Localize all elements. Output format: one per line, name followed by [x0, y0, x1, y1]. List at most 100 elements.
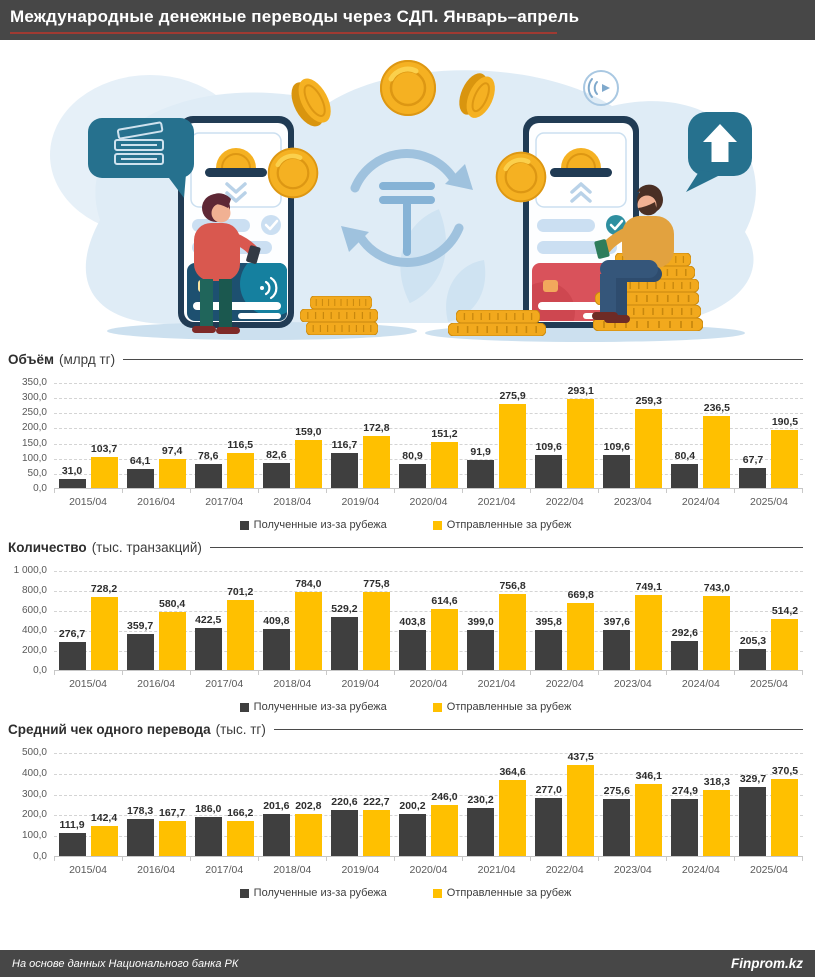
x-axis-label: 2017/04	[205, 678, 244, 690]
brand-logo: Finprom.kz	[730, 956, 803, 971]
bar-value-label: 514,2	[771, 604, 799, 617]
bar-received: 109,6	[535, 441, 563, 488]
bar-value-label: 293,1	[567, 385, 594, 398]
legend-item-received: Полученные из-за рубежа	[239, 701, 387, 713]
bar-value-label: 82,6	[266, 448, 287, 461]
legend-label: Отправленные за рубеж	[446, 519, 572, 531]
data-source-note: На основе данных Национального банка РК	[12, 957, 239, 970]
y-axis-tick: 200,0	[21, 645, 47, 656]
y-axis-tick: 0,0	[33, 851, 47, 862]
x-tick-cell	[123, 671, 191, 675]
bar-value-label: 292,6	[671, 626, 699, 639]
coin-tilted-icon	[291, 78, 331, 127]
title-rule	[209, 547, 803, 548]
x-axis-label: 2019/04	[341, 864, 380, 876]
bar-group: 186,0 166,2	[190, 753, 258, 856]
bar-value-label: 395,8	[535, 616, 562, 629]
x-tick-cell	[463, 671, 531, 675]
gridline	[54, 836, 803, 838]
man-figure	[592, 184, 674, 323]
legend-item-sent: Отправленные за рубеж	[432, 519, 572, 531]
arrow-up-icon	[703, 124, 737, 162]
gridline	[54, 443, 803, 445]
x-axis-label: 2023/04	[613, 678, 652, 690]
contactless-icon	[583, 70, 619, 106]
x-tick-cell	[191, 671, 259, 675]
y-axis-tick: 200,0	[21, 422, 47, 434]
x-axis-label: 2017/04	[205, 496, 244, 508]
bar-value-label: 116,7	[331, 438, 358, 451]
bar-value-label: 230,2	[467, 794, 494, 807]
bar-value-label: 403,8	[399, 615, 426, 628]
bar-group: 329,7 370,5	[735, 753, 803, 856]
bar-sent: 116,5	[226, 439, 254, 488]
bar-received: 116,7	[330, 439, 358, 488]
x-axis-ticks	[54, 857, 803, 861]
legend-item-sent: Отправленные за рубеж	[432, 887, 571, 899]
y-axis-tick: 500,0	[21, 747, 47, 758]
bar-sent: 318,3	[703, 776, 731, 856]
plot-area: 31,0 103,7 64,1 97,4 78,6 116,5 82,6 159,0 116,7…	[54, 383, 803, 489]
bar-value-label: 728,2	[90, 583, 118, 596]
bar-value-label: 775,8	[363, 578, 390, 591]
x-tick-cell	[259, 671, 327, 675]
bar-received: 205,3	[739, 635, 767, 670]
bar-value-label: 103,7	[90, 442, 118, 455]
bar-value-label: 701,2	[227, 585, 254, 598]
bar-sent: 151,2	[431, 428, 459, 488]
bar-group: 409,8 784,0	[258, 571, 326, 670]
x-tick-cell	[327, 489, 395, 493]
x-axis-label: 2016/04	[137, 864, 176, 876]
bar-group: 78,6 116,5	[190, 383, 258, 488]
x-axis-label: 2018/04	[273, 864, 312, 876]
bar-group: 91,9 275,9	[463, 383, 531, 488]
bar-sent: 749,1	[635, 581, 663, 670]
x-axis-label: 2016/04	[137, 678, 176, 690]
x-tick-cell	[327, 857, 395, 861]
bar-sent: 370,5	[771, 765, 799, 856]
nfc-icon	[264, 276, 278, 300]
bar-received: 111,9	[58, 819, 86, 856]
legend-item-received: Полученные из-за рубежа	[239, 519, 387, 531]
chart-title-text: Количество	[8, 540, 87, 555]
x-tick-cell	[259, 857, 327, 861]
bar-received: 31,0	[58, 465, 86, 488]
bar-sent: 246,0	[431, 791, 459, 856]
bar-group: 397,6 749,1	[599, 571, 667, 670]
legend-swatch-sent	[432, 702, 442, 712]
chart-unit-text: (тыс. тг)	[215, 722, 266, 737]
x-tick-cell	[599, 671, 667, 675]
bar-group: 80,9 151,2	[394, 383, 462, 488]
bar-sent: 669,8	[567, 589, 595, 670]
bar-received: 67,7	[739, 454, 767, 488]
x-axis-label: 2018/04	[273, 678, 312, 690]
y-axis: 1 000,0 800,0 600,0 400,0 200,0 0,0	[8, 565, 54, 676]
bar-received: 201,6	[262, 800, 290, 856]
chart-section-3: Средний чек одного перевода (тыс. тг) 500,…	[8, 722, 803, 899]
bar-sent: 172,8	[362, 422, 390, 488]
bar-value-label: 364,6	[499, 766, 526, 779]
legend-swatch-sent	[432, 520, 442, 530]
chart-body: 500,0 400,0 300,0 200,0 100,0 0,0 111,9 142,4 17…	[8, 747, 803, 862]
y-axis-tick: 100,0	[21, 830, 47, 842]
legend-label: Полученные из-за рубежа	[253, 519, 387, 531]
bar-value-label: 202,8	[295, 799, 322, 812]
bar-sent: 103,7	[90, 443, 118, 488]
x-axis-label: 2023/04	[613, 496, 652, 508]
coin-icon	[496, 152, 546, 202]
chart-title-text: Объём	[8, 352, 54, 367]
card-chip	[543, 280, 558, 292]
bar-sent: 701,2	[226, 586, 254, 670]
bar-value-label: 172,8	[363, 421, 390, 434]
bar-value-label: 370,5	[771, 764, 799, 777]
chart-legend: Полученные из-за рубежа Отправленные за р…	[8, 887, 803, 899]
chart-title: Количество (тыс. транзакций)	[8, 540, 803, 555]
bar-value-label: 91,9	[470, 446, 491, 459]
bar-sent: 614,6	[431, 595, 459, 670]
bar-sent: 514,2	[771, 605, 799, 670]
x-tick-cell	[123, 857, 191, 861]
bar-sent: 756,8	[499, 580, 527, 670]
bar-group: 399,0 756,8	[463, 571, 531, 670]
x-tick-cell	[191, 857, 259, 861]
x-axis-label: 2025/04	[750, 496, 788, 508]
